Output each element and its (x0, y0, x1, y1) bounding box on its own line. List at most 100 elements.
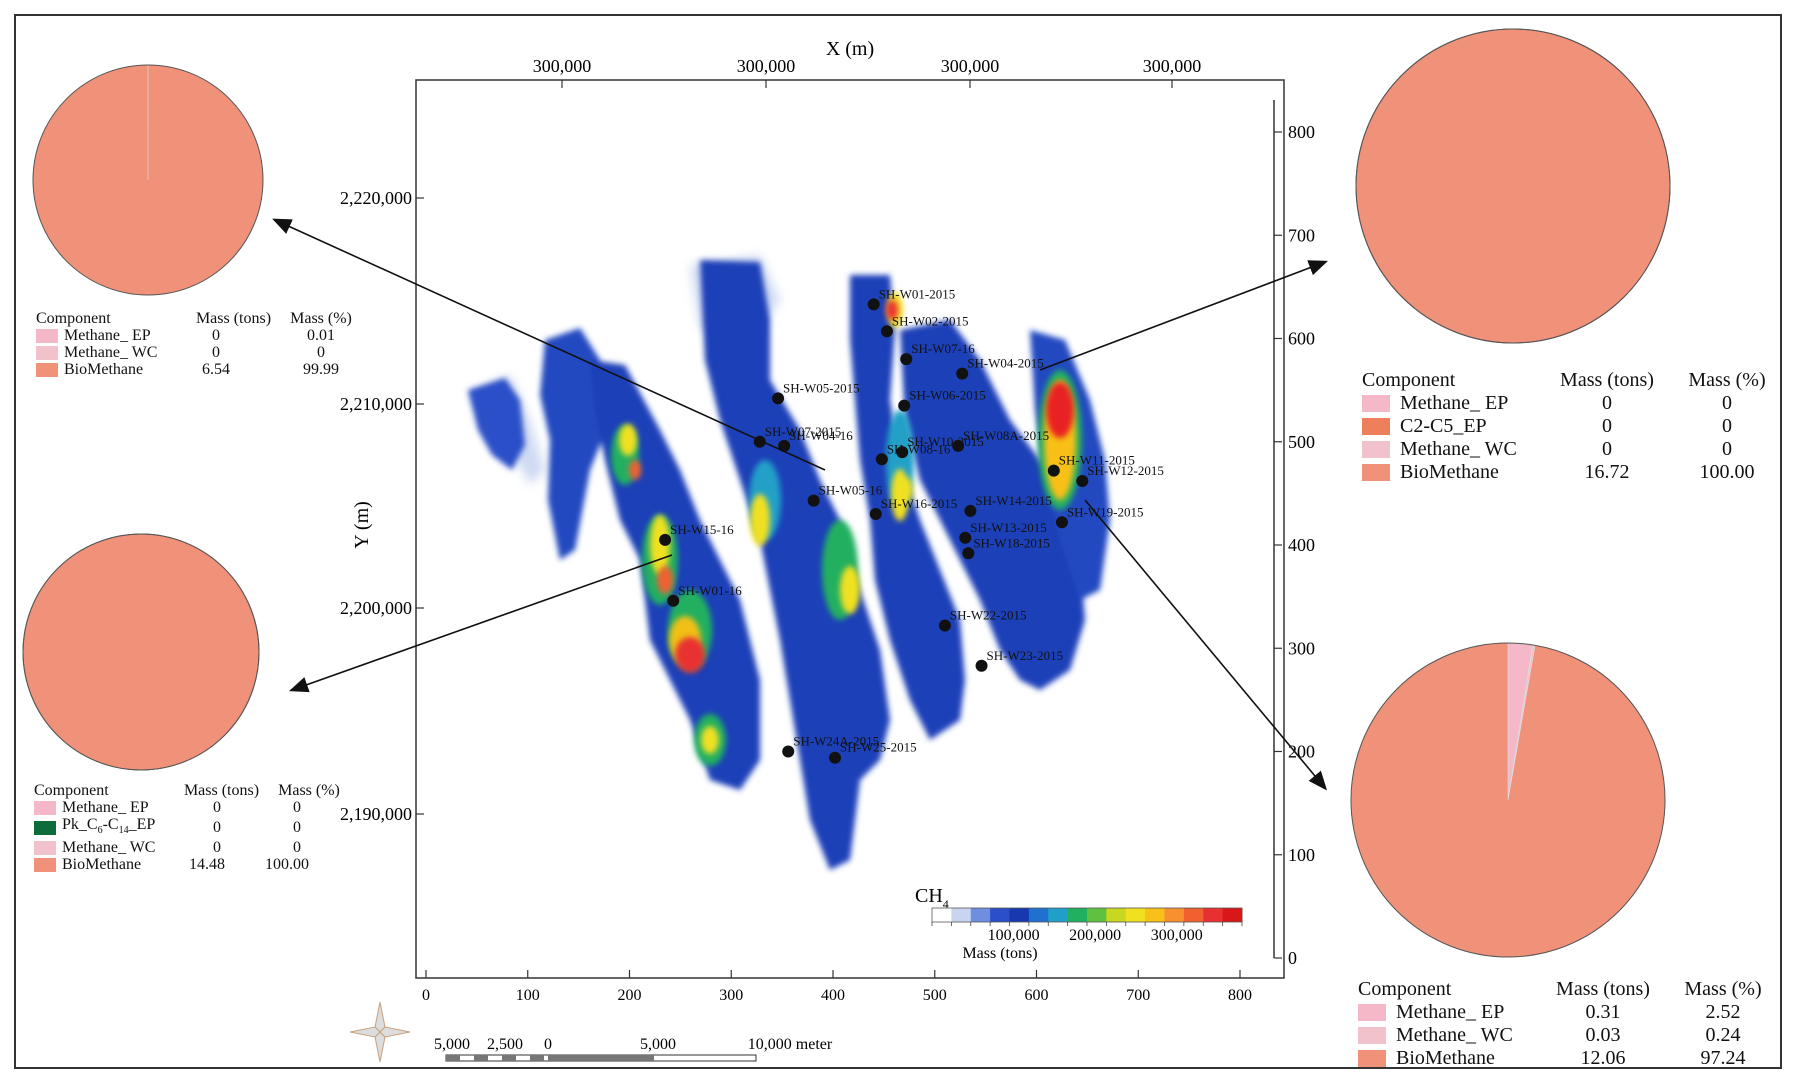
well-label: SH-W07-16 (911, 341, 975, 356)
well-label: SH-W11-2015 (1059, 453, 1135, 468)
legend-header: Component Mass (tons) Mass (%) (34, 782, 357, 799)
right-tick-label: 100 (1288, 845, 1315, 865)
swatch-methane-wc (36, 345, 58, 360)
well-label: SH-W22-2015 (950, 608, 1027, 623)
left-tick-label: 2,210,000 (340, 394, 412, 414)
bottom-tick-label: 200 (618, 987, 642, 1004)
pie-top-right (1355, 28, 1671, 344)
legend-header: Component Mass (tons) Mass (%) (1362, 369, 1782, 392)
colorbar-cell (1145, 908, 1165, 922)
well-label: SH-W02-2015 (892, 313, 969, 328)
swatch-methane-wc (1358, 1027, 1386, 1044)
well-label: SH-W23-2015 (987, 648, 1064, 663)
well-label: SH-W14-2015 (975, 493, 1052, 508)
top-tick-label: 300,000 (737, 56, 796, 76)
legend-mass: 6.54 (202, 361, 230, 378)
legend-row: Methane_ EP 0 0 (34, 799, 357, 816)
well-label: SH-W10-2015 (907, 434, 984, 449)
scale-label-3: 5,000 (640, 1036, 676, 1053)
well-label: SH-W07-2015 (765, 424, 842, 439)
right-tick-label: 800 (1288, 122, 1315, 142)
legend-label: Methane_ EP (1400, 392, 1509, 414)
well-label: SH-W05-16 (819, 483, 883, 498)
plume-band-5 (900, 320, 1085, 690)
right-tick-label: 500 (1288, 432, 1315, 452)
well-label: SH-W16-2015 (881, 496, 958, 511)
legend-mass: 0 (1602, 415, 1612, 437)
north-compass-icon (349, 1001, 411, 1063)
legend-percent: 0 (293, 819, 301, 837)
legend-percent: 0.01 (307, 327, 335, 344)
colorbar: CH4 100,000 200,000 300,000 Mass (tons) (915, 885, 1243, 962)
legend-top-left: Component Mass (tons) Mass (%) Methane_ … (36, 310, 396, 378)
colorbar-title-sub: 4 (943, 897, 949, 911)
legend-row: BioMethane 6.54 99.99 (36, 361, 396, 378)
plume-band-1 (468, 378, 525, 470)
pie-slice (1350, 642, 1666, 958)
colorbar-cell (1009, 908, 1030, 922)
legend-mass: 0 (212, 344, 220, 361)
well-marker (962, 547, 975, 560)
legend-top-right: Component Mass (tons) Mass (%) Methane_ … (1362, 369, 1782, 484)
legend-label: Methane_ EP (1396, 1001, 1505, 1023)
legend-mass: 0.03 (1585, 1024, 1621, 1046)
well-label: SH-W04-2015 (967, 356, 1044, 371)
colorbar-cell (1106, 908, 1127, 922)
well-marker (900, 353, 913, 366)
bottom-tick-label: 0 (422, 987, 430, 1004)
bottom-tick-label: 500 (923, 987, 947, 1004)
colorbar-cell (1125, 908, 1146, 922)
pie-slice (22, 533, 260, 771)
well-marker (659, 533, 672, 546)
well-marker (772, 392, 785, 405)
legend-label: BioMethane (1396, 1047, 1495, 1069)
well-marker (938, 619, 951, 632)
header-mass-tons: Mass (tons) (1560, 369, 1654, 391)
header-mass-pct: Mass (%) (1688, 369, 1766, 391)
top-tick-label: 300,000 (1143, 56, 1202, 76)
well-label: SH-W19-2015 (1067, 504, 1144, 519)
right-tick-label: 400 (1288, 535, 1315, 555)
legend-label: Methane_ EP (64, 327, 151, 344)
left-tick-label: 2,220,000 (340, 188, 412, 208)
legend-mass: 14.48 (189, 856, 225, 874)
legend-percent: 100.00 (1699, 461, 1755, 483)
well-label: SH-W04-16 (789, 428, 853, 443)
legend-label: Methane_ WC (64, 344, 158, 361)
well-label: SH-W01-2015 (879, 286, 956, 301)
core-red-5 (629, 460, 641, 480)
well-label: SH-W08A-2015 (963, 428, 1049, 443)
colorbar-cell (990, 908, 1010, 922)
core-yellow-5 (840, 566, 860, 614)
right-tick-label: 300 (1288, 638, 1315, 658)
swatch-biomethane (34, 857, 56, 872)
arrow-top-left (272, 218, 826, 471)
legend-row: BioMethane 12.06 97.24 (1358, 1047, 1778, 1070)
arrow-bottom-left (288, 554, 673, 693)
colorbar-cell (1203, 908, 1224, 922)
legend-row: Methane_ WC 0.03 0.24 (1358, 1024, 1778, 1047)
well-marker (896, 446, 909, 459)
well-marker (975, 659, 988, 672)
pie-bottom-right (1350, 642, 1666, 958)
legend-row: Methane_ WC 0 0 (1362, 438, 1782, 461)
core-red-1 (675, 637, 705, 673)
well-marker (880, 325, 893, 338)
arrow-bottom-right (1084, 499, 1328, 791)
pie-outline (1355, 28, 1671, 344)
pk-main: Pk_C (62, 816, 98, 833)
well-marker (667, 594, 680, 607)
colorbar-cell (1222, 908, 1243, 922)
swatch-biomethane (36, 362, 58, 377)
legend-label: Methane_ EP (62, 799, 149, 816)
header-mass-tons: Mass (tons) (1556, 978, 1650, 1000)
colorbar-cell (1164, 908, 1185, 922)
well-marker (898, 399, 911, 412)
well-label: SH-W01-16 (678, 583, 742, 598)
pie-slice (1355, 28, 1671, 344)
colorbar-title-main: CH (915, 885, 943, 907)
pk-mid: -C (102, 816, 119, 833)
well-marker (778, 439, 791, 452)
legend-row: Methane_ WC 0 0 (34, 839, 357, 856)
